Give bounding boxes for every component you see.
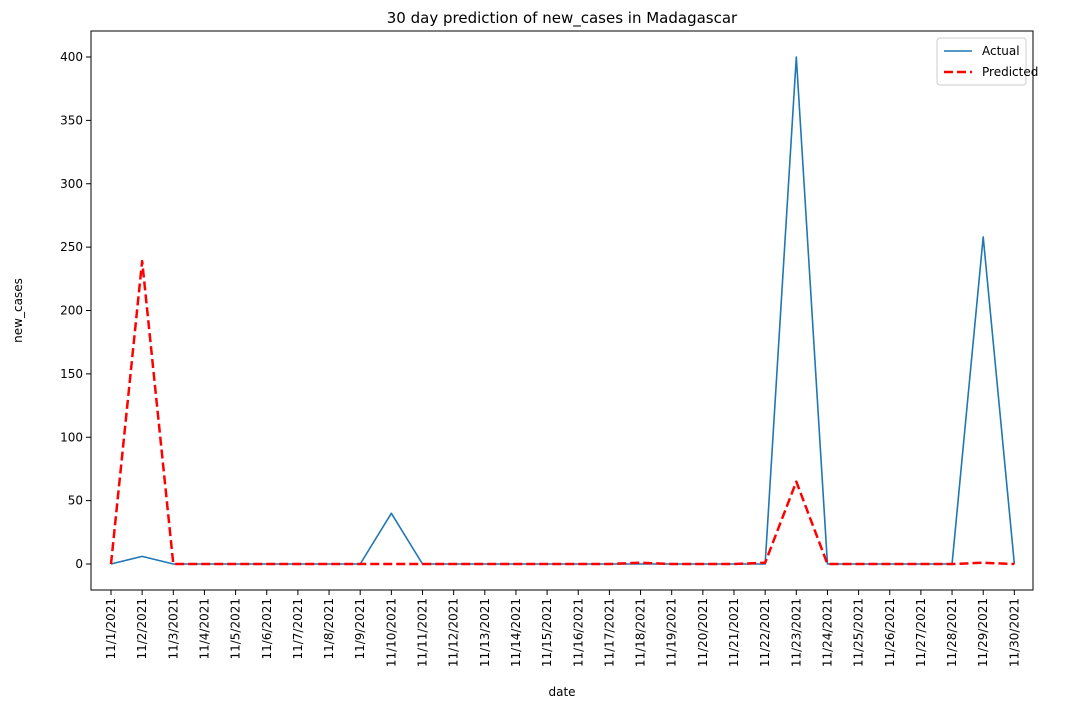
x-tick-label: 11/16/2021	[571, 598, 585, 667]
x-tick-label: 11/2/2021	[135, 598, 149, 660]
x-tick-label: 11/18/2021	[634, 598, 648, 667]
y-axis: 0 50 100 150 200 250 300 350 400	[60, 50, 91, 571]
x-tick-label: 11/9/2021	[353, 598, 367, 660]
x-tick-label: 11/22/2021	[758, 598, 772, 667]
x-tick-label: 11/28/2021	[945, 598, 959, 667]
x-tick-label: 11/1/2021	[104, 598, 118, 660]
x-tick-label: 11/17/2021	[602, 598, 616, 667]
y-tick-label: 400	[60, 50, 83, 64]
x-tick-label: 11/30/2021	[1007, 598, 1021, 667]
x-tick-label: 11/7/2021	[291, 598, 305, 660]
y-tick-label: 50	[68, 494, 83, 508]
x-tick-label: 11/25/2021	[852, 598, 866, 667]
legend: Actual Predicted	[936, 37, 1038, 86]
y-tick-label: 250	[60, 240, 83, 254]
x-tick-label: 11/10/2021	[384, 598, 398, 667]
y-tick-label: 150	[60, 367, 83, 381]
y-tick-label: 200	[60, 304, 83, 318]
x-tick-label: 11/21/2021	[727, 598, 741, 667]
x-tick-label: 11/13/2021	[478, 598, 492, 667]
x-tick-label: 11/6/2021	[260, 598, 274, 660]
chart-title: 30 day prediction of new_cases in Madaga…	[387, 9, 738, 28]
x-axis: 11/1/2021 11/2/2021 11/3/2021 11/4/2021 11/5…	[104, 590, 1021, 667]
legend-label-predicted: Predicted	[982, 65, 1038, 79]
legend-label-actual: Actual	[982, 44, 1020, 58]
series-line-predicted	[109, 259, 1015, 566]
x-tick-label: 11/14/2021	[509, 598, 523, 667]
x-tick-label: 11/4/2021	[197, 598, 211, 660]
x-tick-label: 11/5/2021	[229, 598, 243, 660]
x-tick-label: 11/24/2021	[820, 598, 834, 667]
plot-area	[90, 30, 1034, 591]
x-tick-label: 11/19/2021	[665, 598, 679, 667]
x-tick-label: 11/20/2021	[696, 598, 710, 667]
x-tick-label: 11/27/2021	[914, 598, 928, 667]
series-line-actual	[110, 56, 1016, 565]
x-tick-label: 11/26/2021	[883, 598, 897, 667]
x-tick-label: 11/11/2021	[416, 598, 430, 667]
x-tick-label: 11/23/2021	[789, 598, 803, 667]
y-tick-label: 0	[75, 557, 83, 571]
x-tick-label: 11/29/2021	[976, 598, 990, 667]
x-tick-label: 11/8/2021	[322, 598, 336, 660]
series-lines	[109, 56, 1016, 566]
y-tick-label: 100	[60, 430, 83, 444]
x-tick-label: 11/3/2021	[166, 598, 180, 660]
y-tick-label: 300	[60, 177, 83, 191]
y-tick-label: 350	[60, 113, 83, 127]
x-axis-label: date	[548, 685, 575, 699]
x-tick-label: 11/15/2021	[540, 598, 554, 667]
x-tick-label: 11/12/2021	[447, 598, 461, 667]
y-axis-label: new_cases	[11, 278, 25, 343]
